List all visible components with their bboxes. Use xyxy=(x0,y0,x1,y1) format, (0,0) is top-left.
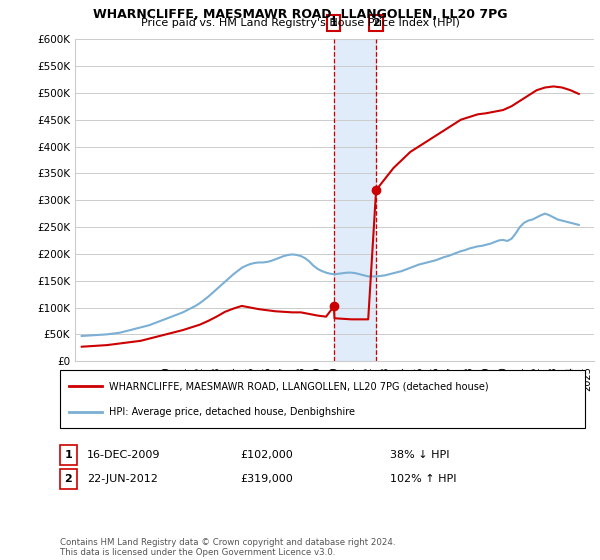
Text: 1: 1 xyxy=(330,18,338,28)
Text: 22-JUN-2012: 22-JUN-2012 xyxy=(87,474,158,484)
Text: WHARNCLIFFE, MAESMAWR ROAD, LLANGOLLEN, LL20 7PG: WHARNCLIFFE, MAESMAWR ROAD, LLANGOLLEN, … xyxy=(93,8,507,21)
Text: 38% ↓ HPI: 38% ↓ HPI xyxy=(390,450,449,460)
Text: Contains HM Land Registry data © Crown copyright and database right 2024.
This d: Contains HM Land Registry data © Crown c… xyxy=(60,538,395,557)
Text: 2: 2 xyxy=(372,18,380,28)
Text: 16-DEC-2009: 16-DEC-2009 xyxy=(87,450,161,460)
Text: 1: 1 xyxy=(65,450,72,460)
Text: £102,000: £102,000 xyxy=(240,450,293,460)
Text: £319,000: £319,000 xyxy=(240,474,293,484)
Text: 102% ↑ HPI: 102% ↑ HPI xyxy=(390,474,457,484)
Bar xyxy=(334,39,376,361)
Text: 2: 2 xyxy=(65,474,72,484)
Text: Price paid vs. HM Land Registry's House Price Index (HPI): Price paid vs. HM Land Registry's House … xyxy=(140,18,460,29)
Text: HPI: Average price, detached house, Denbighshire: HPI: Average price, detached house, Denb… xyxy=(109,407,355,417)
Text: WHARNCLIFFE, MAESMAWR ROAD, LLANGOLLEN, LL20 7PG (detached house): WHARNCLIFFE, MAESMAWR ROAD, LLANGOLLEN, … xyxy=(109,381,489,391)
